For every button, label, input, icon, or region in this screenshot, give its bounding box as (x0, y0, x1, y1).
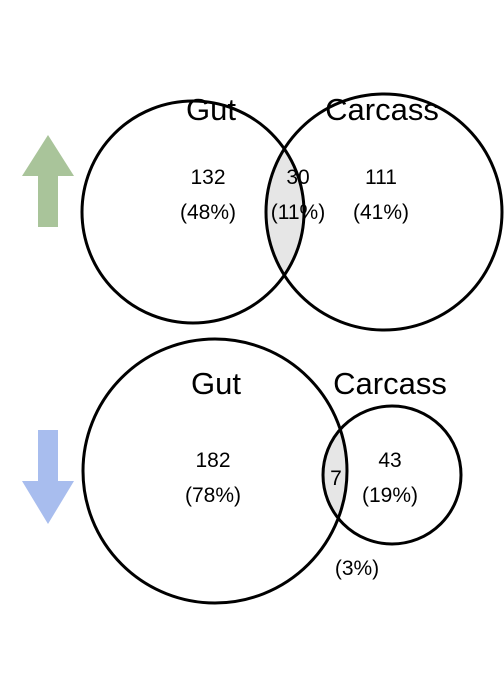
overlap-percent: (11%) (271, 201, 325, 224)
gut-only-count: 132 (190, 166, 225, 189)
carcass-label: Carcass (325, 92, 439, 127)
carcass-label: Carcass (333, 366, 447, 401)
overlap-count: 7 (330, 467, 342, 490)
gut-circle (81, 337, 349, 605)
overlap-count: 30 (286, 166, 309, 189)
carcass-only-percent: (19%) (362, 484, 418, 507)
carcass-only-count: 43 (378, 449, 401, 472)
gut-circle (80, 99, 306, 325)
gut-label: Gut (191, 366, 241, 401)
up-arrow-icon (22, 135, 74, 227)
overlap-percent: (3%) (335, 557, 379, 580)
carcass-only-count: 111 (365, 166, 397, 189)
venn-upregulated: Gut Carcass 132 (48%) 30 (11%) 111 (41%) (22, 92, 504, 332)
gut-only-percent: (78%) (185, 484, 241, 507)
gut-only-percent: (48%) (180, 201, 236, 224)
carcass-circle (264, 92, 504, 332)
venn-downregulated: Gut Carcass 182 (78%) 7 (3%) 43 (19%) (22, 337, 463, 605)
down-arrow-icon (22, 430, 74, 524)
gut-label: Gut (186, 92, 236, 127)
carcass-only-percent: (41%) (353, 201, 409, 224)
carcass-circle (321, 404, 463, 546)
gut-only-count: 182 (195, 449, 230, 472)
